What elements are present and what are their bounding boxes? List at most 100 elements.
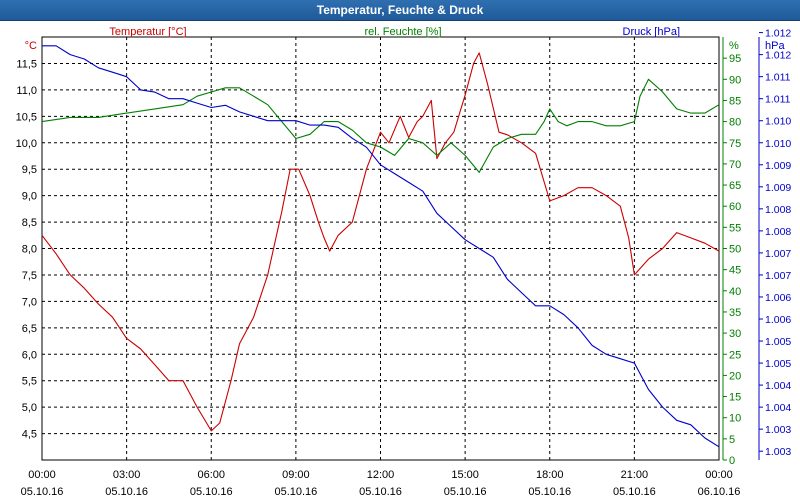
data-point (450, 142, 451, 143)
data-point (634, 121, 635, 122)
pressure-tick-label: 1.008 (765, 204, 791, 216)
data-point (253, 317, 254, 318)
humidity-tick-label: 20 (729, 370, 741, 382)
x-tick-date: 05.10.16 (359, 486, 402, 498)
left-tick-label: 10,0 (16, 138, 37, 150)
series-line-temperature (41, 52, 720, 432)
left-tick-label: 8,5 (22, 217, 37, 229)
data-point (563, 195, 564, 196)
data-point (380, 164, 381, 165)
data-point (366, 147, 367, 148)
data-point (352, 129, 353, 130)
humidity-tick-label: 30 (729, 328, 741, 340)
data-point (606, 125, 607, 126)
data-point (230, 380, 231, 381)
left-tick-label: 10,5 (16, 111, 37, 123)
data-point (298, 169, 299, 170)
x-tick-time: 06:00 (197, 469, 225, 481)
data-point (154, 364, 155, 365)
data-point (366, 169, 367, 170)
x-tick-date: 05.10.16 (105, 486, 148, 498)
data-point (493, 146, 494, 147)
data-point (295, 120, 296, 121)
data-point (56, 253, 57, 254)
data-point (535, 134, 536, 135)
data-point (140, 348, 141, 349)
data-point (352, 138, 353, 139)
series-legend-label: rel. Feuchte [%] (364, 26, 441, 38)
data-point (417, 121, 418, 122)
series-legend-label: Temperatur [°C] (109, 26, 186, 38)
data-point (591, 121, 592, 122)
data-point (41, 45, 42, 46)
data-point (465, 239, 466, 240)
left-tick-label: 9,0 (22, 191, 37, 203)
data-point (507, 134, 508, 135)
left-tick-label: 11,5 (16, 58, 37, 70)
data-point (281, 120, 282, 121)
data-point (606, 195, 607, 196)
x-tick-time: 18:00 (536, 469, 564, 481)
data-point (84, 58, 85, 59)
data-point (577, 187, 578, 188)
data-point (676, 108, 677, 109)
data-point (507, 138, 508, 139)
data-point (479, 52, 480, 53)
data-point (70, 274, 71, 275)
series-line-pressure (42, 45, 720, 448)
x-tick-date: 05.10.16 (21, 486, 64, 498)
data-point (450, 226, 451, 227)
data-point (380, 146, 381, 147)
data-point (253, 96, 254, 97)
x-tick-time: 03:00 (113, 469, 141, 481)
data-point (400, 116, 401, 117)
data-point (168, 98, 169, 99)
data-point (521, 292, 522, 293)
data-point (606, 354, 607, 355)
data-point (70, 117, 71, 118)
data-point (309, 125, 310, 126)
data-point (98, 117, 99, 118)
pressure-axis-unit: hPa (765, 40, 785, 52)
humidity-tick-label: 95 (729, 53, 741, 65)
pressure-tick-label: 1.009 (765, 160, 791, 172)
x-tick-time: 12:00 (367, 469, 395, 481)
data-point (182, 104, 183, 105)
pressure-tick-label: 1.003 (765, 424, 791, 436)
data-point (422, 116, 423, 117)
data-point (126, 76, 127, 77)
data-point (290, 169, 291, 170)
humidity-tick-label: 15 (729, 392, 741, 404)
title-bar: Temperatur, Feuchte & Druck (0, 0, 800, 21)
pressure-tick-label: 1.010 (765, 116, 791, 128)
chart-area: 00:00 05.10.16 03:00 05.10.16 06:00 05.10.16 0… (16, 26, 792, 498)
data-point (338, 127, 339, 128)
data-point (690, 237, 691, 238)
humidity-tick-label: 45 (729, 265, 741, 277)
data-point (535, 305, 536, 306)
data-point (225, 87, 226, 88)
data-point (112, 317, 113, 318)
data-point (436, 155, 437, 156)
humidity-tick-label: 5 (729, 434, 735, 446)
data-point (563, 314, 564, 315)
data-point (211, 430, 212, 431)
data-point (154, 91, 155, 92)
data-point (267, 120, 268, 121)
data-point (98, 303, 99, 304)
data-point (182, 380, 183, 381)
data-point (211, 91, 212, 92)
data-point (126, 338, 127, 339)
data-point (436, 213, 437, 214)
left-tick-label: 5,0 (22, 402, 37, 414)
data-point (70, 54, 71, 55)
data-point (479, 248, 480, 249)
pressure-tick-label: 1.012 (765, 28, 791, 40)
data-point (591, 345, 592, 346)
humidity-tick-label: 60 (729, 201, 741, 213)
data-point (281, 211, 282, 212)
data-point (338, 121, 339, 122)
chart-title: Temperatur, Feuchte & Druck (316, 3, 484, 17)
pressure-tick-label: 1.006 (765, 292, 791, 304)
data-point (591, 187, 592, 188)
